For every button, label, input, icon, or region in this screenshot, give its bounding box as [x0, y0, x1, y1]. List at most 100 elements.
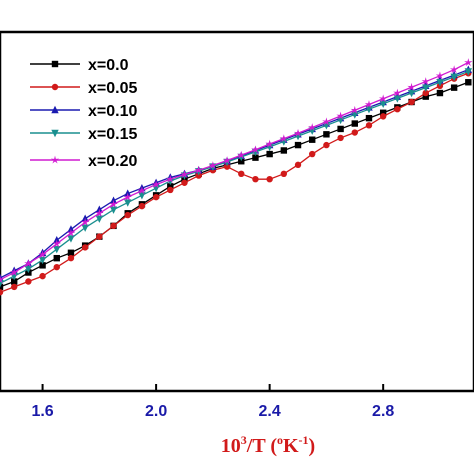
data-point	[407, 82, 416, 91]
data-point	[280, 147, 288, 154]
series-line	[0, 69, 469, 279]
data-point	[266, 150, 273, 158]
data-point	[337, 125, 344, 133]
x-tick-label: 1.6	[31, 403, 53, 420]
data-point	[166, 174, 175, 183]
data-point	[464, 58, 473, 67]
data-point	[25, 278, 32, 285]
data-point	[151, 180, 161, 189]
data-point	[0, 289, 4, 296]
x-tick-label: 2.4	[259, 403, 281, 420]
data-point	[279, 134, 289, 143]
x-tick-label: 2.8	[372, 403, 394, 420]
data-point	[152, 193, 160, 201]
legend-label: x=0.0	[88, 57, 129, 74]
data-point	[465, 79, 472, 86]
data-point	[393, 88, 402, 97]
data-point	[10, 283, 18, 291]
data-point	[365, 122, 373, 129]
data-point	[194, 165, 203, 174]
data-point	[350, 105, 359, 114]
data-point	[294, 141, 302, 149]
data-point	[53, 254, 60, 262]
data-point	[38, 250, 47, 259]
data-point	[0, 280, 4, 288]
data-point	[294, 161, 302, 169]
legend-label: x=0.20	[88, 153, 137, 170]
data-point	[237, 150, 246, 159]
data-point	[124, 211, 131, 219]
data-point	[138, 192, 146, 200]
legend-item-4: x=0.15	[30, 126, 137, 143]
series-5	[0, 58, 473, 284]
series-line	[0, 61, 469, 281]
data-point	[436, 79, 444, 87]
data-point	[67, 235, 75, 243]
data-point	[0, 275, 5, 284]
data-point	[351, 120, 358, 127]
data-point	[294, 132, 302, 141]
data-point	[95, 208, 104, 217]
data-point	[251, 145, 260, 154]
data-point	[38, 256, 47, 265]
data-point	[280, 138, 288, 146]
data-point	[95, 215, 104, 223]
data-point	[208, 161, 218, 170]
data-point	[336, 111, 345, 120]
data-point	[123, 192, 132, 201]
data-point	[238, 158, 245, 165]
data-point	[80, 217, 90, 226]
data-point	[436, 89, 444, 97]
data-point	[110, 222, 117, 230]
legend: x=0.0 x=0.05 x=0.10 x=0.15 x=0.20	[30, 57, 137, 170]
data-point	[379, 113, 387, 120]
x-axis-label: 103/T (oK-1)	[221, 433, 315, 457]
data-point	[450, 84, 458, 91]
data-point	[379, 109, 387, 116]
legend-label: x=0.15	[88, 126, 137, 143]
data-point	[81, 244, 89, 251]
data-point	[422, 89, 429, 97]
data-point	[422, 84, 430, 92]
plot-frame	[0, 30, 474, 393]
data-point	[39, 272, 46, 280]
data-point	[195, 172, 202, 179]
data-point	[67, 254, 75, 262]
data-point	[137, 186, 147, 195]
data-point	[407, 89, 416, 98]
data-point	[450, 73, 458, 82]
data-point	[323, 141, 330, 149]
data-point	[167, 183, 174, 190]
data-point	[351, 111, 359, 119]
data-point	[109, 206, 118, 214]
data-point	[379, 100, 387, 108]
data-point	[39, 262, 46, 269]
data-point	[309, 136, 316, 143]
series-line	[0, 72, 469, 293]
legend-item-2: x=0.05	[30, 80, 137, 97]
data-point	[322, 117, 331, 126]
data-point	[364, 100, 374, 109]
x-axis-ticks: 1.6 2.0 2.4 2.8	[31, 384, 394, 420]
x-tick-label: 2.0	[145, 403, 167, 420]
series-2	[0, 70, 472, 296]
data-point	[52, 239, 61, 248]
series-3	[0, 65, 473, 282]
legend-marker	[51, 60, 59, 68]
data-point	[323, 131, 330, 138]
data-point	[10, 268, 19, 277]
data-point	[464, 68, 473, 76]
data-point	[265, 143, 274, 152]
data-point	[393, 95, 402, 103]
data-point	[308, 123, 317, 132]
data-point	[66, 228, 76, 237]
data-point	[252, 154, 259, 161]
data-point	[124, 199, 132, 207]
data-point	[435, 71, 445, 80]
data-point	[422, 93, 429, 100]
data-point	[53, 263, 60, 271]
data-point	[181, 179, 188, 186]
data-point	[293, 128, 303, 137]
data-point	[96, 233, 103, 240]
